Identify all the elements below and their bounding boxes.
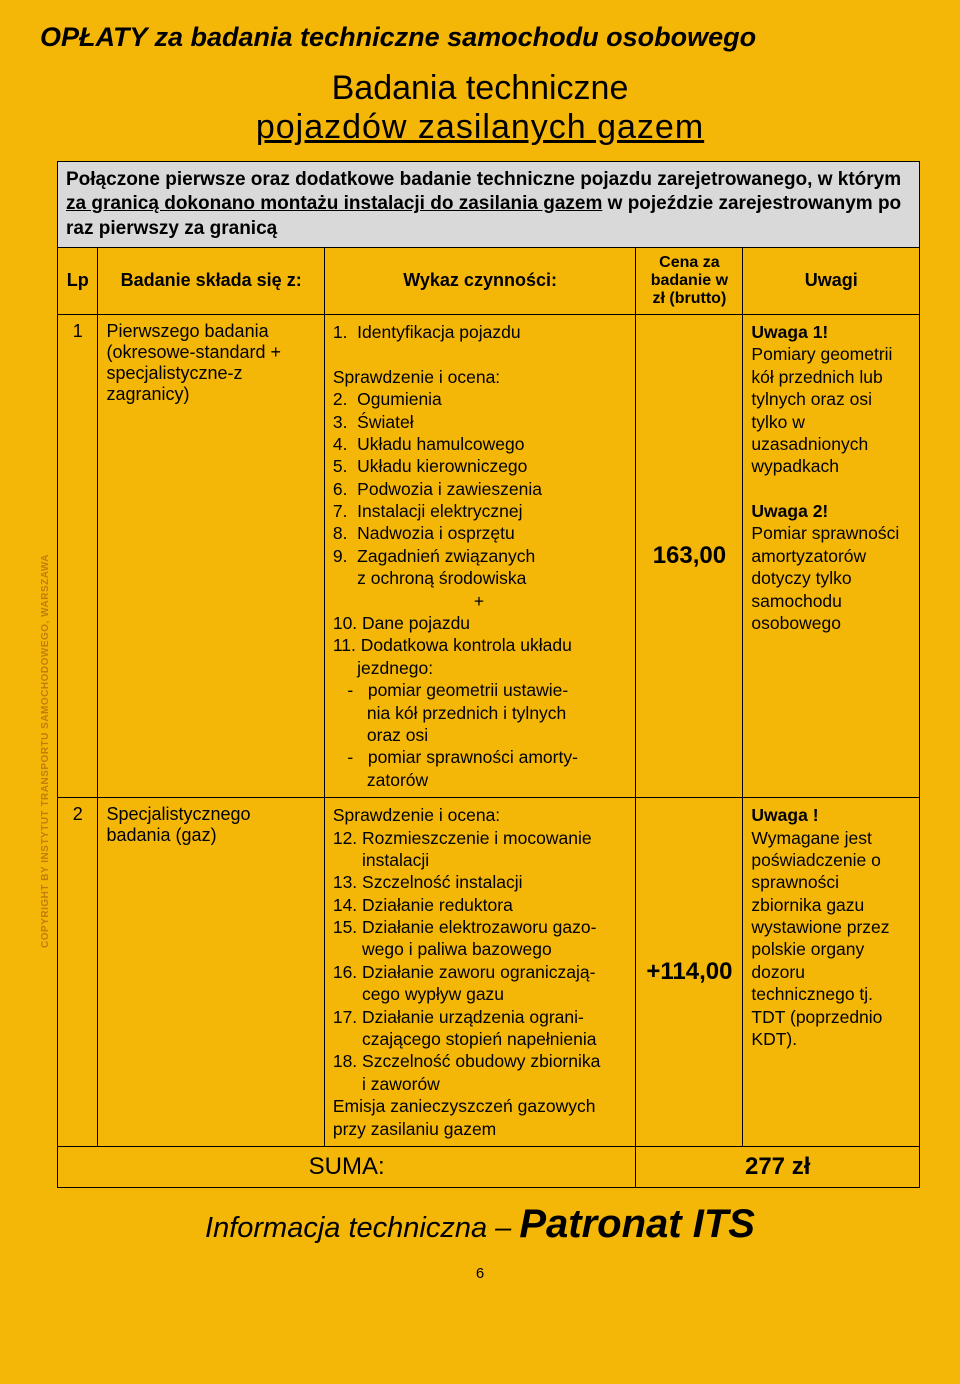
row1-uwagi: Uwaga 1!Pomiary geometrii kół przednich … (743, 314, 920, 797)
row1-lp: 1 (58, 314, 98, 797)
intro-row: Połączone pierwsze oraz dodatkowe badani… (58, 162, 920, 248)
intro-cell: Połączone pierwsze oraz dodatkowe badani… (58, 162, 920, 248)
hdr-lp: Lp (58, 247, 98, 314)
table-row: 2 Specjalistycznego badania (gaz) Sprawd… (58, 798, 920, 1147)
row2-price: +114,00 (636, 798, 743, 1147)
footer-text-2: Patronat ITS (519, 1202, 755, 1246)
row2-lp: 2 (58, 798, 98, 1147)
footer-text-1: Informacja techniczna – (205, 1212, 519, 1244)
intro-part1: Połączone pierwsze oraz dodatkowe badani… (66, 169, 901, 190)
row1-wykaz: 1. Identyfikacja pojazdu Sprawdzenie i o… (324, 314, 636, 797)
row1-badanie: Pierwszego badania (okresowe-standard + … (98, 314, 324, 797)
suma-label: SUMA: (58, 1147, 636, 1188)
hdr-uwagi: Uwagi (743, 247, 920, 314)
page-number: 6 (40, 1265, 920, 1282)
subtitle-line-2: pojazdów zasilanych gazem (40, 108, 920, 147)
hdr-cena: Cena za badanie w zł (brutto) (636, 247, 743, 314)
page: OPŁATY za badania techniczne samochodu o… (0, 0, 960, 1384)
row2-wykaz: Sprawdzenie i ocena:12. Rozmieszczenie i… (324, 798, 636, 1147)
suma-row: SUMA: 277 zł (58, 1147, 920, 1188)
row2-uwagi: Uwaga !Wymagane jest poświadczenie o spr… (743, 798, 920, 1147)
subtitle-block: Badania techniczne pojazdów zasilanych g… (40, 69, 920, 147)
table-row: 1 Pierwszego badania (okresowe-standard … (58, 314, 920, 797)
suma-value: 277 zł (636, 1147, 920, 1188)
hdr-wykaz: Wykaz czynności: (324, 247, 636, 314)
footer-line: Informacja techniczna – Patronat ITS (40, 1202, 920, 1247)
row2-badanie: Specjalistycznego badania (gaz) (98, 798, 324, 1147)
header-row: Lp Badanie składa się z: Wykaz czynności… (58, 247, 920, 314)
main-area: COPYRIGHT BY INSTYTUT TRANSPORTU SAMOCHO… (40, 161, 920, 1188)
fees-table: Połączone pierwsze oraz dodatkowe badani… (57, 161, 920, 1188)
copyright-side-label: COPYRIGHT BY INSTYTUT TRANSPORTU SAMOCHO… (40, 554, 51, 948)
hdr-badanie: Badanie składa się z: (98, 247, 324, 314)
main-title: OPŁATY za badania techniczne samochodu o… (40, 22, 920, 53)
row1-price: 163,00 (636, 314, 743, 797)
intro-part2: za granicą dokonano montażu instalacji d… (66, 193, 602, 214)
subtitle-line-1: Badania techniczne (40, 69, 920, 108)
